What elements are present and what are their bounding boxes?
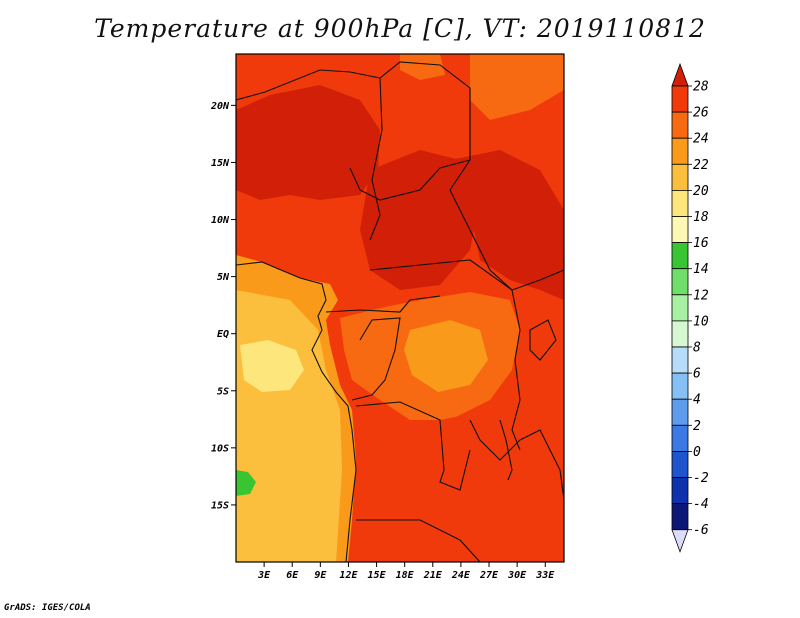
colorbar-swatch xyxy=(671,268,689,296)
region-atlantic-cool xyxy=(240,340,304,392)
colorbar-swatch xyxy=(671,242,689,270)
longitude-axis: 3E 6E 9E 12E 15E 18E 21E 24E 27E 30E 33E xyxy=(257,562,555,581)
colorbar-swatch xyxy=(671,137,689,165)
colorbar-swatch xyxy=(671,320,689,348)
colorbar-swatch xyxy=(671,346,689,374)
lon-tick-label: 18E xyxy=(396,570,415,581)
lat-tick-label: 10S xyxy=(211,443,229,454)
border-angola xyxy=(355,401,471,491)
region-atlantic-green xyxy=(236,470,256,496)
lat-tick-label: 5S xyxy=(217,386,229,397)
region-sahel-west xyxy=(236,85,380,200)
lat-tick-label: 5N xyxy=(217,272,230,283)
colorbar-label: -6 xyxy=(693,523,709,538)
colorbar-label: 16 xyxy=(693,236,709,251)
colorbar-swatch xyxy=(671,189,689,217)
lat-tick-label: EQ xyxy=(217,329,229,340)
lon-tick-label: 6E xyxy=(286,570,299,581)
lat-tick-label: 15S xyxy=(211,500,229,511)
grads-credit: GrADS: IGES/COLA xyxy=(4,603,91,613)
border-rift xyxy=(511,289,521,451)
colorbar-label: 0 xyxy=(693,445,701,460)
colorbar-label: 26 xyxy=(693,106,709,121)
lake-victoria xyxy=(529,319,557,361)
colorbar-swatch xyxy=(671,216,689,244)
temperature-field xyxy=(236,54,564,562)
border-namibia xyxy=(356,519,481,562)
colorbar-swatch xyxy=(671,450,689,478)
colorbar-swatch xyxy=(671,163,689,191)
border-chad-west xyxy=(369,77,383,241)
lon-tick-label: 30E xyxy=(507,570,527,581)
lon-tick-label: 21E xyxy=(423,570,443,581)
border-gabon-congo xyxy=(325,295,441,313)
country-borders xyxy=(236,61,564,562)
colorbar-swatch xyxy=(671,111,689,139)
lon-tick-label: 15E xyxy=(368,570,387,581)
colorbar-label: 24 xyxy=(693,132,709,147)
region-east-africa xyxy=(450,150,564,300)
border-congo xyxy=(351,317,401,401)
lat-tick-label: 10N xyxy=(211,215,230,226)
colorbar-swatch xyxy=(671,424,689,452)
region-sahara-north xyxy=(470,54,564,120)
border-zambia xyxy=(469,419,564,501)
colorbar-label: 22 xyxy=(693,158,709,173)
lon-tick-label: 27E xyxy=(479,570,499,581)
colorbar-label: -2 xyxy=(693,471,709,486)
colorbar-bottom-arrow xyxy=(671,529,689,553)
lat-tick-label: 20N xyxy=(210,101,230,112)
colorbar-swatch xyxy=(671,398,689,426)
lon-tick-label: 12E xyxy=(339,570,358,581)
region-central-african xyxy=(360,150,480,290)
border-car-south xyxy=(369,259,564,291)
lon-tick-label: 24E xyxy=(451,570,471,581)
colorbar-label: 6 xyxy=(693,367,701,382)
lake-tanganyika xyxy=(499,419,513,481)
region-angola-plateau xyxy=(430,410,564,562)
colorbar-swatch xyxy=(671,294,689,322)
lat-tick-label: 15N xyxy=(211,158,230,169)
colorbar-top-arrow xyxy=(671,62,689,87)
border-sudan xyxy=(449,88,513,291)
colorbar-swatch xyxy=(671,503,689,531)
colorbar-label: 14 xyxy=(693,262,709,277)
lon-tick-label: 9E xyxy=(314,570,327,581)
border-chad-niger xyxy=(236,61,471,201)
colorbar-swatch xyxy=(671,477,689,505)
colorbar-label: 28 xyxy=(693,80,709,95)
colorbar-label: 18 xyxy=(693,210,709,225)
latitude-axis: 20N 15N 10N 5N EQ 5S 10S 15S xyxy=(210,101,236,511)
colorbar-label: 4 xyxy=(693,393,701,408)
map-frame xyxy=(235,53,565,563)
coastline-west xyxy=(236,261,357,562)
region-sahara-spot xyxy=(400,54,445,80)
region-congo-inner xyxy=(404,320,488,392)
colorbar-swatch xyxy=(671,85,689,113)
lon-tick-label: 3E xyxy=(257,570,271,581)
colorbar-label: 20 xyxy=(693,184,709,199)
colorbar-label: 12 xyxy=(693,288,709,303)
lon-tick-label: 33E xyxy=(535,570,555,581)
colorbar-swatch xyxy=(671,372,689,400)
colorbar-label: 10 xyxy=(693,314,709,329)
colorbar-label: 8 xyxy=(693,341,701,356)
colorbar-label: 2 xyxy=(693,419,701,434)
chart-title: Temperature at 900hPa [C], VT: 201911081… xyxy=(94,14,706,43)
colorbar-label: -4 xyxy=(693,497,709,512)
